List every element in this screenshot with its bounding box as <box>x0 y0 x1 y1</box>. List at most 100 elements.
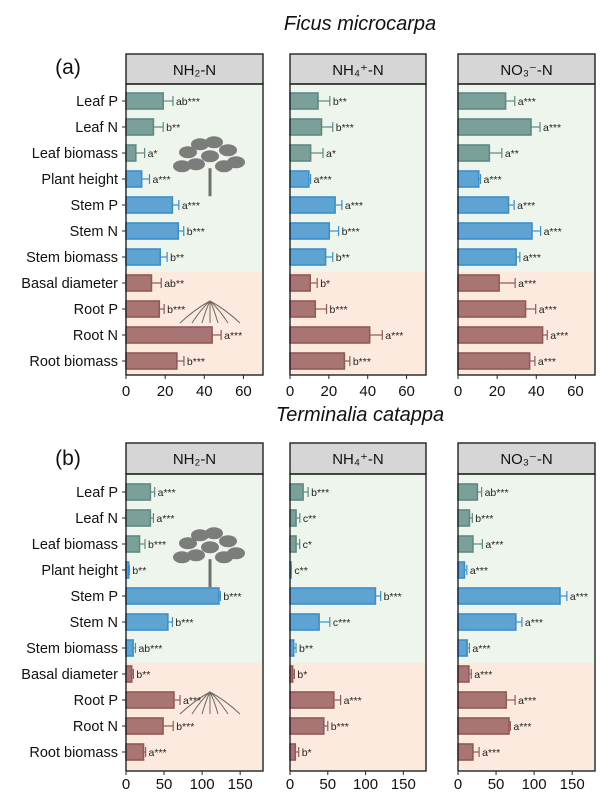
significance-label: b*** <box>353 356 371 368</box>
bar <box>125 535 141 553</box>
bar <box>457 691 508 709</box>
significance-label: a*** <box>525 617 543 629</box>
root-strand <box>209 691 229 715</box>
bar <box>457 352 531 370</box>
significance-label: b*** <box>336 122 354 134</box>
significance-label: b* <box>297 669 307 681</box>
bar <box>289 509 297 527</box>
category-label: Plant height <box>41 563 118 579</box>
significance-label: a*** <box>543 122 561 134</box>
bar <box>457 196 510 214</box>
significance-label: b*** <box>187 356 205 368</box>
significance-label: a*** <box>570 591 588 603</box>
tree-foliage <box>191 138 209 151</box>
significance-label: b** <box>170 252 184 264</box>
bar <box>289 196 336 214</box>
bar <box>457 587 561 605</box>
bar <box>457 613 517 631</box>
bar <box>125 144 137 162</box>
category-label: Root P <box>74 302 118 318</box>
tree-foliage <box>201 150 219 163</box>
chart-title: Terminalia catappa <box>276 404 444 426</box>
plot-frame <box>289 473 427 772</box>
x-tick-label: 40 <box>359 383 376 400</box>
bar <box>125 743 145 761</box>
bar <box>125 639 134 657</box>
bar <box>289 613 320 631</box>
bar <box>289 92 319 110</box>
x-tick-label: 50 <box>319 776 336 793</box>
bar <box>125 483 152 501</box>
bar <box>289 743 297 761</box>
facet-title: NO₃⁻-N <box>500 451 552 468</box>
root-strand <box>179 691 211 715</box>
root-background <box>126 663 263 771</box>
x-tick-label: 40 <box>196 383 213 400</box>
x-tick-label: 0 <box>286 383 294 400</box>
significance-label: b** <box>299 643 313 655</box>
bar <box>457 665 470 683</box>
significance-label: a*** <box>544 226 562 238</box>
x-tick-label: 60 <box>567 383 584 400</box>
significance-label: b*** <box>342 226 360 238</box>
facet-title: NH₂-N <box>173 451 216 468</box>
significance-label: ab*** <box>138 643 162 655</box>
category-label: Stem P <box>70 589 118 605</box>
root-strand <box>209 300 219 324</box>
x-tick-label: 150 <box>228 776 253 793</box>
significance-label: a*** <box>485 539 503 551</box>
facet: NH₄⁺-N b*** c** c* c** b*** c*** b** b* a*** b*** b… <box>286 442 427 793</box>
x-tick-label: 20 <box>321 383 338 400</box>
facet: NO₃⁻-N a*** a*** a** a*** a*** a*** a*** a*** a**… <box>454 53 596 400</box>
bar <box>457 144 491 162</box>
significance-label: a*** <box>182 200 200 212</box>
significance-label: ab*** <box>176 96 200 108</box>
root-strand <box>209 691 219 715</box>
bar <box>289 300 317 318</box>
category-label: Leaf P <box>76 94 118 110</box>
category-label: Stem N <box>70 615 118 631</box>
facet-header <box>289 442 427 475</box>
significance-label: a** <box>505 148 519 160</box>
category-label: Plant height <box>41 172 118 188</box>
facet: NO₃⁻-N ab*** b*** a*** a*** a*** a*** a*** a*** a… <box>454 442 596 793</box>
category-label: Leaf P <box>76 485 118 501</box>
significance-label: b*** <box>331 721 349 733</box>
bar <box>125 222 180 240</box>
bar <box>125 326 213 344</box>
shoot-background <box>126 84 263 272</box>
significance-label: a*** <box>518 695 536 707</box>
root-background <box>458 663 595 771</box>
significance-label: ab** <box>164 278 184 290</box>
significance-label: a*** <box>344 695 362 707</box>
significance-label: c*** <box>333 617 351 629</box>
significance-label: a*** <box>152 174 170 186</box>
x-tick-label: 150 <box>391 776 416 793</box>
significance-label: a*** <box>513 721 531 733</box>
bar <box>125 691 175 709</box>
bar <box>457 170 480 188</box>
bar <box>289 717 325 735</box>
facet: NH₂-N a*** a*** b*** b** b*** b*** ab*** b** a***… <box>122 442 264 793</box>
x-tick-label: 100 <box>522 776 547 793</box>
bar <box>457 639 468 657</box>
category-label: Root N <box>73 719 118 735</box>
significance-label: a*** <box>517 200 535 212</box>
root-strand <box>201 300 211 324</box>
x-tick-label: 0 <box>122 383 130 400</box>
bar <box>125 613 169 631</box>
category-label: Root biomass <box>29 354 118 370</box>
facet-title: NH₂-N <box>173 62 216 79</box>
x-tick-label: 50 <box>156 776 173 793</box>
shoot-background <box>290 474 426 663</box>
significance-label: a*** <box>224 330 242 342</box>
bar <box>125 352 178 370</box>
bar <box>289 118 323 136</box>
significance-label: c* <box>303 539 312 551</box>
shoot-background <box>126 474 263 663</box>
x-tick-label: 150 <box>560 776 585 793</box>
root-strand <box>209 300 229 324</box>
bar <box>125 587 220 605</box>
x-tick-label: 0 <box>122 776 130 793</box>
